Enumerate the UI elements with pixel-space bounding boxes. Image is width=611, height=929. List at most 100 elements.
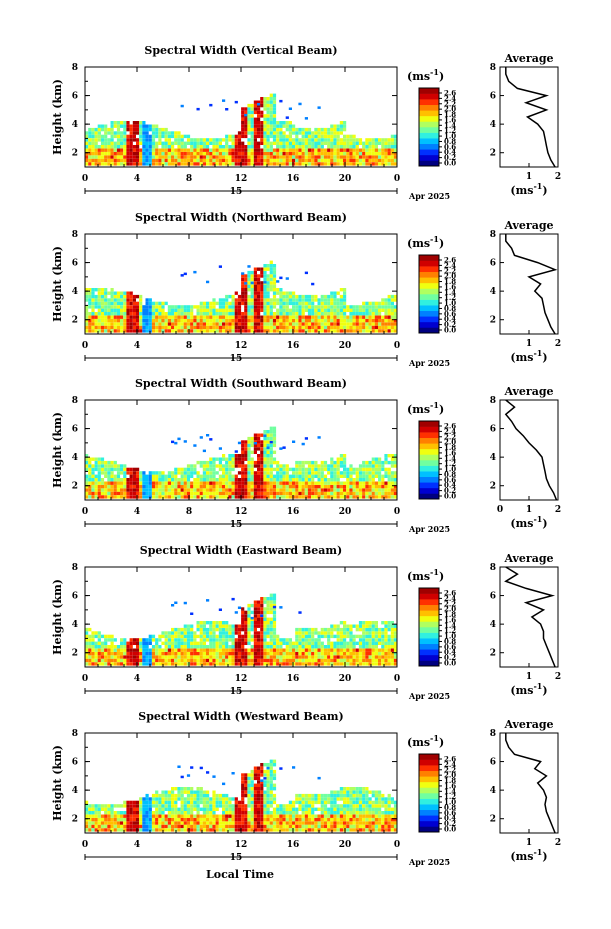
heatmap-cell bbox=[266, 460, 270, 465]
heatmap-cell bbox=[171, 148, 175, 152]
heatmap-cell bbox=[104, 828, 108, 832]
heatmap-cell bbox=[253, 162, 257, 166]
heatmap-cell bbox=[304, 648, 308, 652]
heatmap-cell bbox=[85, 294, 89, 299]
heatmap-cell bbox=[202, 624, 206, 628]
heatmap-cell bbox=[186, 627, 191, 632]
heatmap-cell bbox=[113, 312, 117, 316]
heatmap-cell bbox=[253, 100, 257, 104]
heatmap-cell bbox=[199, 305, 203, 309]
heatmap-cell bbox=[161, 491, 165, 496]
heatmap-cell bbox=[237, 641, 242, 645]
heatmap-cell bbox=[183, 272, 187, 276]
heatmap-cell bbox=[215, 621, 219, 625]
heatmap-cell bbox=[327, 662, 331, 666]
heatmap-cell bbox=[97, 821, 101, 825]
heatmap-cell bbox=[116, 478, 121, 482]
heatmap-cell bbox=[94, 329, 98, 333]
heatmap-cell bbox=[381, 638, 385, 642]
heatmap-cell bbox=[384, 484, 388, 489]
heatmap-cell bbox=[228, 651, 232, 656]
heatmap-cell bbox=[307, 471, 312, 475]
heatmap-cell bbox=[253, 607, 257, 611]
heatmap-cell bbox=[301, 151, 305, 156]
heatmap-cell bbox=[88, 298, 92, 302]
heatmap-cell bbox=[378, 464, 382, 468]
heatmap-cell bbox=[314, 148, 318, 152]
heatmap-cell bbox=[279, 276, 283, 280]
heatmap-cell bbox=[91, 814, 95, 818]
heatmap-cell bbox=[126, 294, 130, 299]
colorbar-tick-label: 1.6 bbox=[444, 615, 456, 624]
heatmap-cell bbox=[378, 467, 382, 472]
heatmap-cell bbox=[390, 460, 394, 465]
heatmap-cell bbox=[97, 308, 101, 312]
heatmap-cell bbox=[167, 631, 171, 635]
heatmap-cell bbox=[317, 141, 321, 145]
heatmap-cell bbox=[339, 662, 343, 666]
heatmap-cell bbox=[85, 474, 89, 478]
heatmap-cell bbox=[346, 488, 350, 492]
heatmap-cell bbox=[253, 322, 257, 326]
heatmap-cell bbox=[304, 298, 308, 302]
heatmap-cell bbox=[171, 145, 175, 149]
heatmap-cell bbox=[85, 645, 89, 649]
heatmap-cell bbox=[330, 478, 334, 482]
colorbar-segment bbox=[419, 93, 439, 100]
heatmap-cell bbox=[97, 807, 101, 811]
heatmap-cell bbox=[292, 312, 296, 316]
heatmap-cell bbox=[113, 145, 117, 149]
heatmap-cell bbox=[374, 151, 378, 156]
heatmap-cell bbox=[97, 491, 101, 496]
heatmap-cell bbox=[174, 325, 178, 330]
heatmap-cell bbox=[247, 312, 251, 316]
heatmap-cell bbox=[368, 162, 372, 166]
heatmap-cell bbox=[215, 162, 219, 166]
heatmap-cell bbox=[323, 322, 328, 326]
heatmap-cell bbox=[231, 641, 235, 645]
heatmap-cell bbox=[212, 145, 216, 149]
heatmap-cell bbox=[269, 662, 273, 666]
heatmap-cell bbox=[381, 308, 385, 312]
heatmap-cell bbox=[387, 467, 391, 472]
heatmap-cell bbox=[323, 481, 328, 485]
heatmap-cell bbox=[244, 288, 248, 292]
heatmap-cell bbox=[91, 301, 95, 306]
heatmap-cell bbox=[177, 627, 181, 632]
heatmap-cell bbox=[266, 114, 270, 118]
heatmap-cell bbox=[307, 305, 312, 309]
heatmap-cell bbox=[298, 155, 302, 159]
heatmap-cell bbox=[100, 127, 105, 132]
heatmap-cell bbox=[186, 148, 191, 152]
heatmap-cell bbox=[343, 288, 347, 292]
heatmap-cell bbox=[85, 814, 89, 818]
heatmap-cell bbox=[301, 658, 305, 663]
heatmap-cell bbox=[343, 638, 347, 642]
heatmap-cell bbox=[180, 634, 184, 639]
heatmap-cell bbox=[323, 484, 328, 489]
heatmap-cell bbox=[120, 638, 124, 642]
heatmap-cell bbox=[343, 312, 347, 316]
heatmap-cell bbox=[212, 457, 216, 461]
heatmap-cell bbox=[155, 329, 159, 333]
heatmap-cell bbox=[253, 131, 257, 135]
heatmap-cell bbox=[183, 305, 187, 309]
heatmap-cell bbox=[231, 141, 235, 145]
heatmap-cell bbox=[171, 329, 175, 333]
heatmap-cell bbox=[346, 145, 350, 149]
heatmap-cell bbox=[269, 440, 273, 444]
heatmap-cell bbox=[167, 315, 171, 319]
heatmap-cell bbox=[365, 141, 369, 145]
heatmap-cell bbox=[384, 301, 388, 306]
heatmap-cell bbox=[241, 121, 245, 125]
heatmap-cell bbox=[288, 481, 292, 485]
heatmap-cell bbox=[136, 121, 140, 125]
heatmap-cell bbox=[174, 488, 178, 492]
heatmap-cell bbox=[183, 148, 187, 152]
heatmap-cell bbox=[190, 612, 194, 615]
heatmap-cell bbox=[263, 488, 267, 492]
heatmap-cell bbox=[209, 645, 213, 649]
heatmap-cell bbox=[136, 662, 140, 666]
heatmap-cell bbox=[381, 655, 385, 659]
heatmap-cell bbox=[374, 457, 378, 461]
